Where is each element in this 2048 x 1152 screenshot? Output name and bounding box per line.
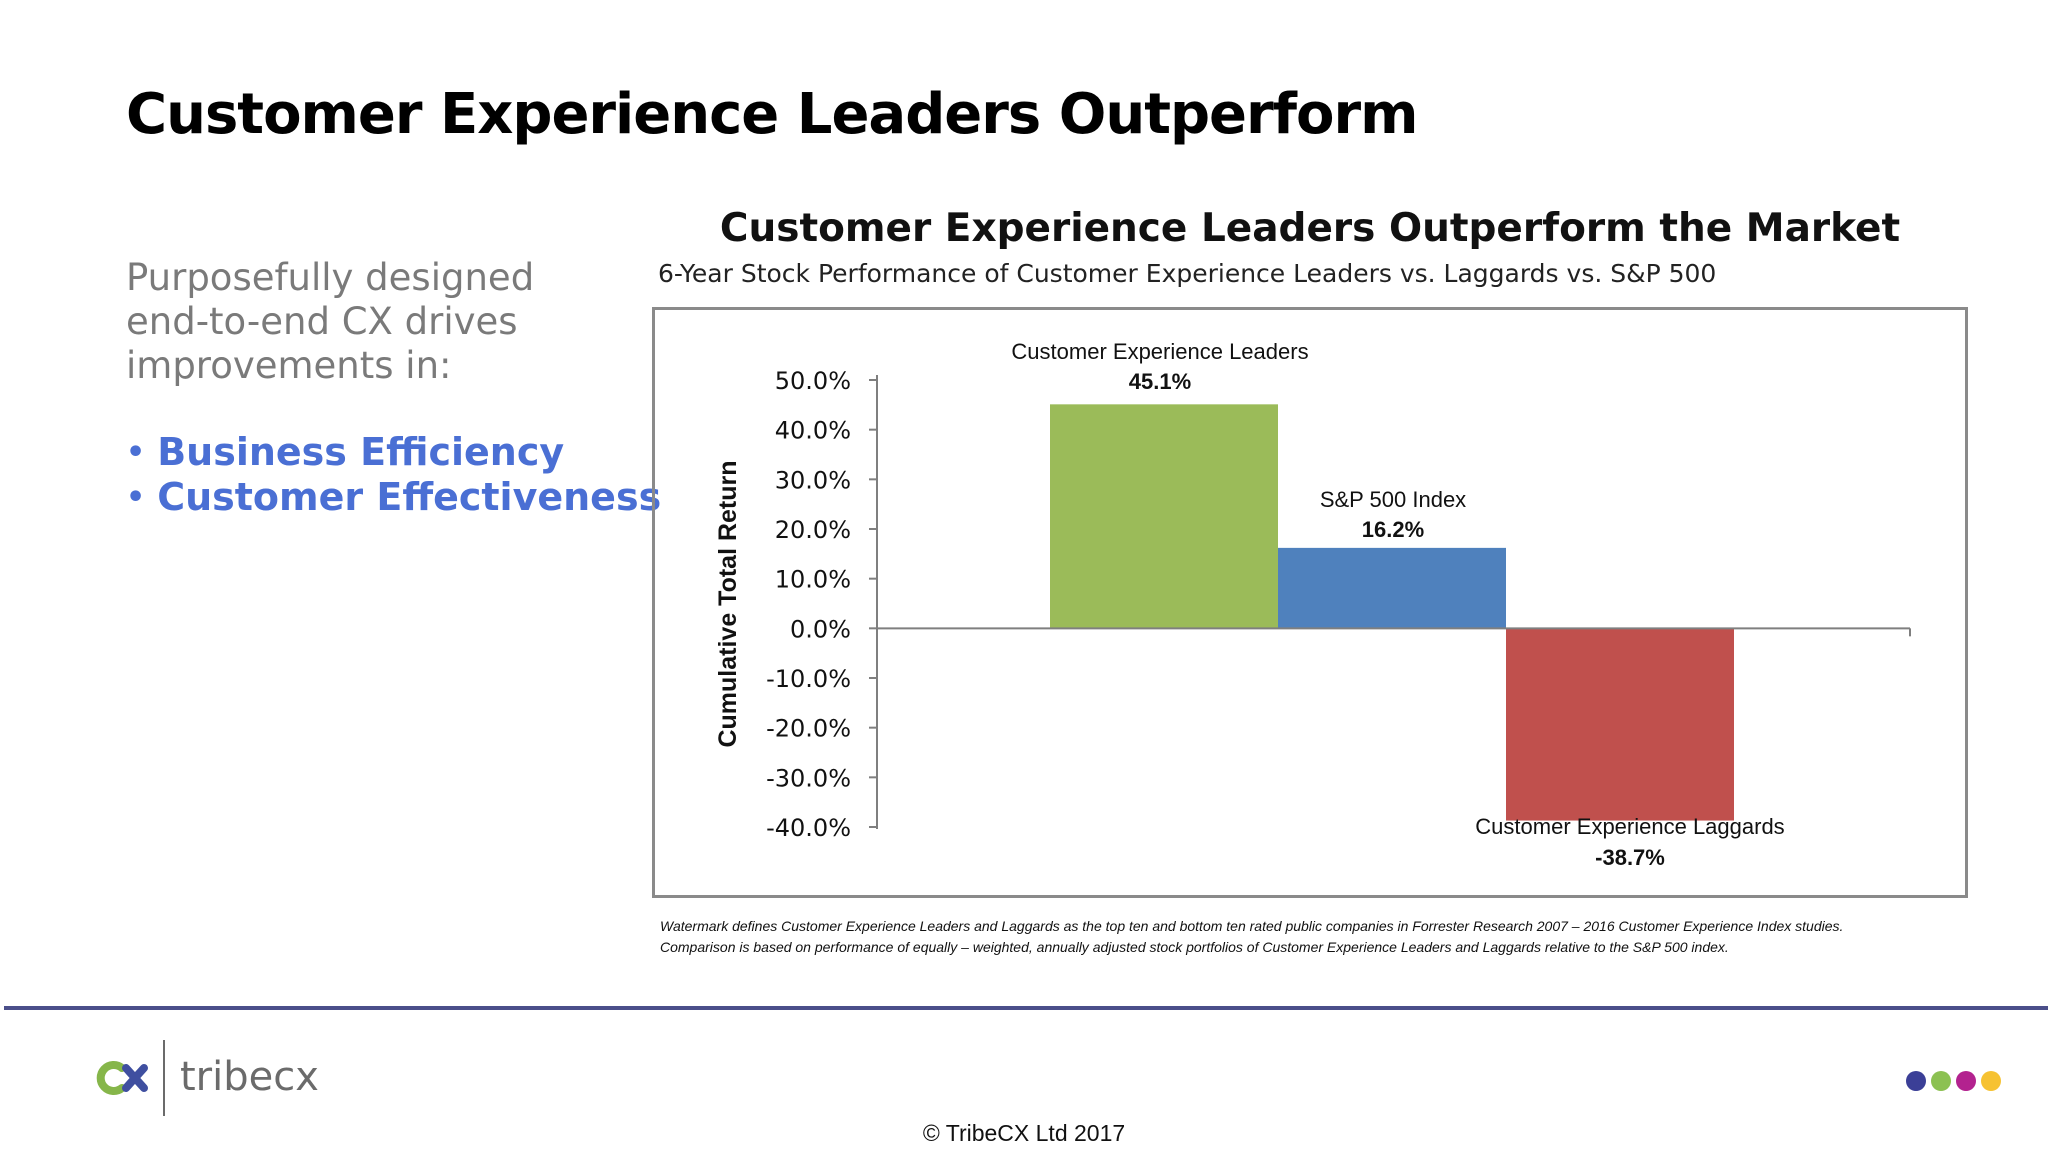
chart-subtitle: 6-Year Stock Performance of Customer Exp…	[658, 259, 1717, 288]
intro-text: Purposefully designed end-to-end CX driv…	[126, 256, 535, 387]
tribecx-logo: tribecx	[96, 1040, 319, 1116]
category-label: Customer Experience Leaders	[1011, 339, 1308, 364]
brand-dots	[1906, 1071, 2001, 1091]
bar	[1506, 628, 1734, 821]
y-tick-label: 0.0%	[790, 615, 851, 643]
y-tick-label: -20.0%	[766, 715, 851, 743]
bar	[1050, 404, 1278, 629]
category-label: S&P 500 Index	[1320, 487, 1466, 512]
slide-title: Customer Experience Leaders Outperform	[126, 82, 1418, 147]
logo-text: tribecx	[180, 1054, 319, 1100]
brand-dot	[1981, 1071, 2001, 1091]
y-tick-label: 50.0%	[775, 367, 851, 395]
footnote-line: Comparison is based on performance of eq…	[660, 939, 1729, 955]
brand-dot	[1931, 1071, 1951, 1091]
bar	[1278, 547, 1506, 629]
data-label: 45.1%	[1129, 369, 1191, 394]
y-tick-label: -10.0%	[766, 665, 851, 693]
y-tick-label: 30.0%	[775, 466, 851, 494]
bullet-item: Customer Effectiveness	[126, 475, 661, 520]
footnote: Watermark defines Customer Experience Le…	[660, 916, 1980, 958]
y-tick-label: 40.0%	[775, 417, 851, 445]
y-tick-label: -30.0%	[766, 764, 851, 792]
bar-chart: 50.0% 40.0% 30.0% 20.0% 10.0% 0.0% -10.0% -20.0…	[714, 339, 1911, 870]
chart-title: Customer Experience Leaders Outperform t…	[719, 206, 1901, 251]
brand-dot	[1956, 1071, 1976, 1091]
footer-divider	[4, 1006, 2048, 1010]
data-label: 16.2%	[1362, 517, 1424, 542]
category-label: Customer Experience Laggards	[1475, 814, 1784, 839]
brand-dot	[1906, 1071, 1926, 1091]
y-tick-label: 10.0%	[775, 566, 851, 594]
chart-frame: 50.0% 40.0% 30.0% 20.0% 10.0% 0.0% -10.0% -20.0…	[652, 307, 1968, 898]
y-axis-title: Cumulative Total Return	[714, 460, 742, 747]
bullet-list: Business Efficiency Customer Effectivene…	[126, 430, 661, 520]
data-label: -38.7%	[1595, 845, 1665, 870]
footnote-line: Watermark defines Customer Experience Le…	[660, 918, 1844, 934]
bullet-item: Business Efficiency	[126, 430, 661, 475]
y-tick-label: 20.0%	[775, 516, 851, 544]
copyright: © TribeCX Ltd 2017	[922, 1120, 1126, 1146]
y-tick-label: -40.0%	[766, 814, 851, 842]
